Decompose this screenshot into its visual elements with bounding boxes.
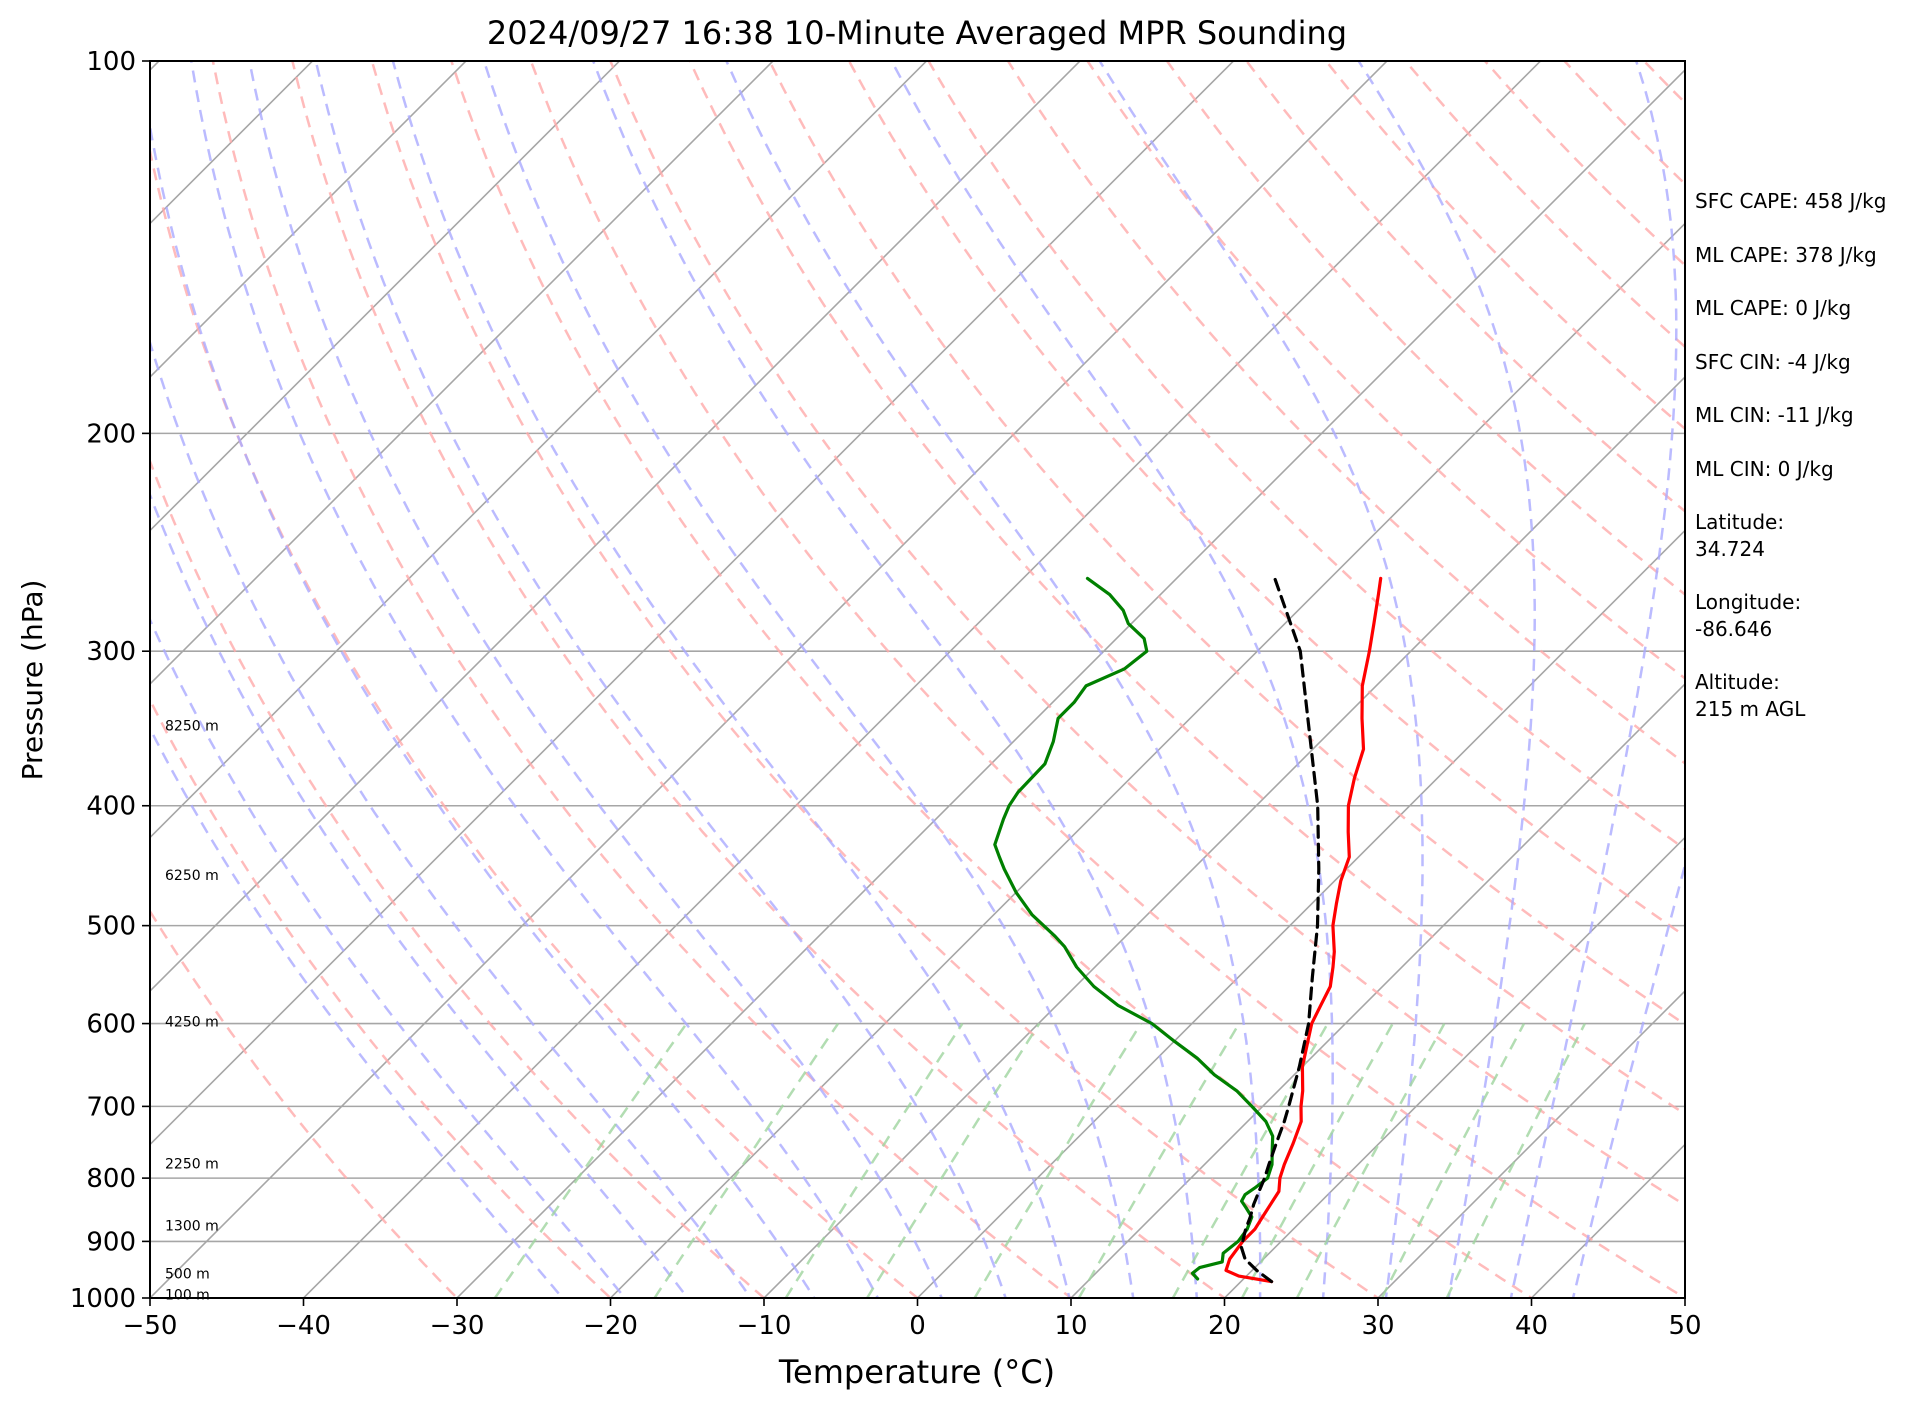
height-label: 4250 m xyxy=(165,1015,219,1031)
x-tick-label: −10 xyxy=(737,1311,792,1341)
annotation-ml-cin-2: ML CIN: 0 J/kg xyxy=(1695,456,1834,483)
x-tick-label: 40 xyxy=(1515,1311,1548,1341)
height-label: 500 m xyxy=(165,1266,210,1282)
height-label: 6250 m xyxy=(165,868,219,884)
y-axis-label: Pressure (hPa) xyxy=(16,580,49,781)
y-tick-label: 900 xyxy=(86,1227,136,1257)
annotation-ml-cin: ML CIN: -11 J/kg xyxy=(1695,402,1854,429)
y-tick-label: 200 xyxy=(86,419,136,449)
annotation-sfc-cin: SFC CIN: -4 J/kg xyxy=(1695,349,1851,376)
x-tick-label: 10 xyxy=(1054,1311,1087,1341)
height-label: 1300 m xyxy=(165,1218,219,1234)
annotation-ml-cape-2: ML CAPE: 0 J/kg xyxy=(1695,295,1851,322)
annotation-altitude: Altitude: 215 m AGL xyxy=(1695,669,1805,723)
x-tick-label: −30 xyxy=(430,1311,485,1341)
annotation-latitude: Latitude: 34.724 xyxy=(1695,509,1784,563)
height-label: 100 m xyxy=(165,1287,210,1303)
y-tick-label: 600 xyxy=(86,1010,136,1040)
y-tick-label: 400 xyxy=(86,792,136,822)
height-label: 8250 m xyxy=(165,718,219,734)
chart-title: 2024/09/27 16:38 10-Minute Averaged MPR … xyxy=(487,14,1347,52)
height-label: 2250 m xyxy=(165,1157,219,1173)
x-tick-label: −20 xyxy=(583,1311,638,1341)
annotation-ml-cape: ML CAPE: 378 J/kg xyxy=(1695,242,1877,269)
x-tick-label: 30 xyxy=(1361,1311,1394,1341)
x-tick-label: 0 xyxy=(909,1311,926,1341)
y-tick-label: 500 xyxy=(86,912,136,942)
y-tick-label: 800 xyxy=(86,1164,136,1194)
annotation-sfc-cape: SFC CAPE: 458 J/kg xyxy=(1695,188,1886,215)
y-tick-label: 1000 xyxy=(70,1284,136,1314)
x-tick-label: −50 xyxy=(123,1311,178,1341)
x-tick-label: 50 xyxy=(1668,1311,1701,1341)
y-tick-label: 100 xyxy=(86,47,136,77)
x-axis-label: Temperature (°C) xyxy=(778,1353,1055,1391)
x-tick-label: 20 xyxy=(1208,1311,1241,1341)
y-tick-label: 300 xyxy=(86,637,136,667)
y-tick-label: 700 xyxy=(86,1092,136,1122)
x-tick-label: −40 xyxy=(276,1311,331,1341)
annotation-longitude: Longitude: -86.646 xyxy=(1695,589,1801,643)
